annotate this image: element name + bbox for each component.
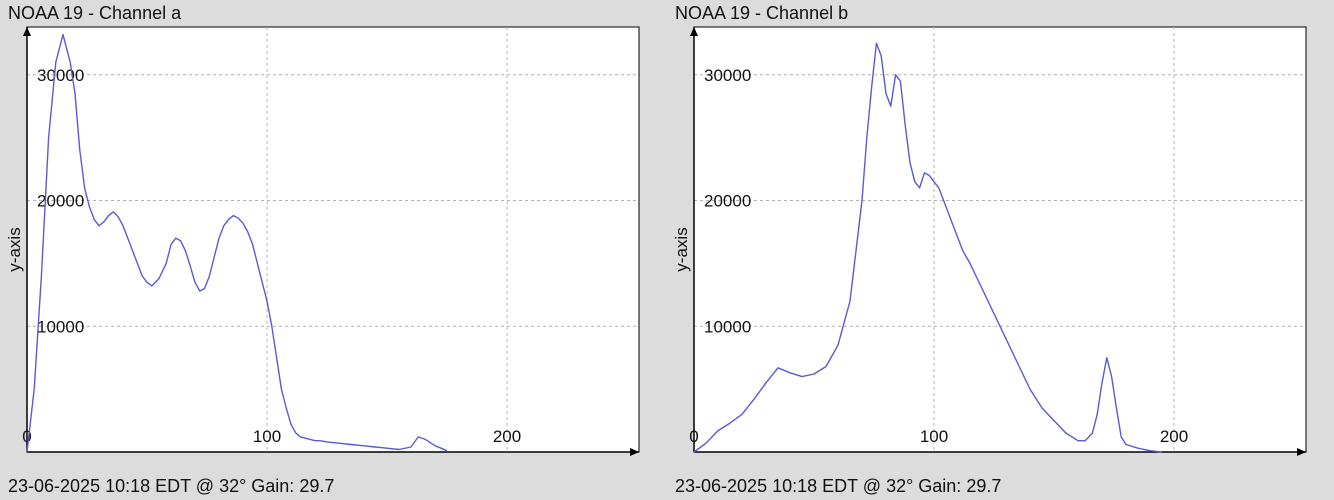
- chart-title: NOAA 19 - Channel b: [675, 3, 849, 23]
- x-tick-label: 200: [1160, 427, 1188, 446]
- chart-footer-status: 23-06-2025 10:18 EDT @ 32° Gain: 29.7: [8, 476, 335, 496]
- y-tick-label: 10000: [37, 317, 84, 336]
- plot-area: [693, 26, 1307, 453]
- y-tick-label: 30000: [704, 66, 751, 85]
- x-axis-arrow-icon: [630, 448, 639, 456]
- series-line: [693, 42, 1163, 453]
- y-tick-label: 20000: [37, 192, 84, 211]
- y-axis-label: y-axis: [672, 227, 691, 271]
- chart-footer-status: 23-06-2025 10:18 EDT @ 32° Gain: 29.7: [675, 476, 1002, 496]
- x-tick-label: 100: [253, 427, 281, 446]
- x-tick-label: 200: [493, 427, 521, 446]
- y-axis-arrow-icon: [23, 27, 31, 36]
- y-tick-label: 20000: [704, 192, 751, 211]
- x-axis-arrow-icon: [1297, 448, 1306, 456]
- y-tick-label: 30000: [37, 66, 84, 85]
- x-tick-label: 100: [920, 427, 948, 446]
- y-axis-arrow-icon: [690, 27, 698, 36]
- chart-title: NOAA 19 - Channel a: [8, 3, 182, 23]
- x-tick-label: 0: [689, 427, 698, 446]
- y-tick-label: 10000: [704, 317, 751, 336]
- chart-svg: 0 100 200 10000 20000 30000 y-axis: [5, 26, 640, 456]
- series-line: [26, 33, 448, 453]
- chart-panel-channel-b: NOAA 19 - Channel b 0 100 200 10000 20000 300…: [667, 0, 1334, 500]
- plot-area: [26, 26, 640, 453]
- x-tick-label: 0: [22, 427, 31, 446]
- y-axis-label: y-axis: [5, 227, 24, 271]
- chart-panel-channel-a: NOAA 19 - Channel a 0 100 200 10000 20000 300…: [5, 3, 640, 496]
- chart-svg: 0 100 200 10000 20000 30000 y-axis: [672, 26, 1307, 456]
